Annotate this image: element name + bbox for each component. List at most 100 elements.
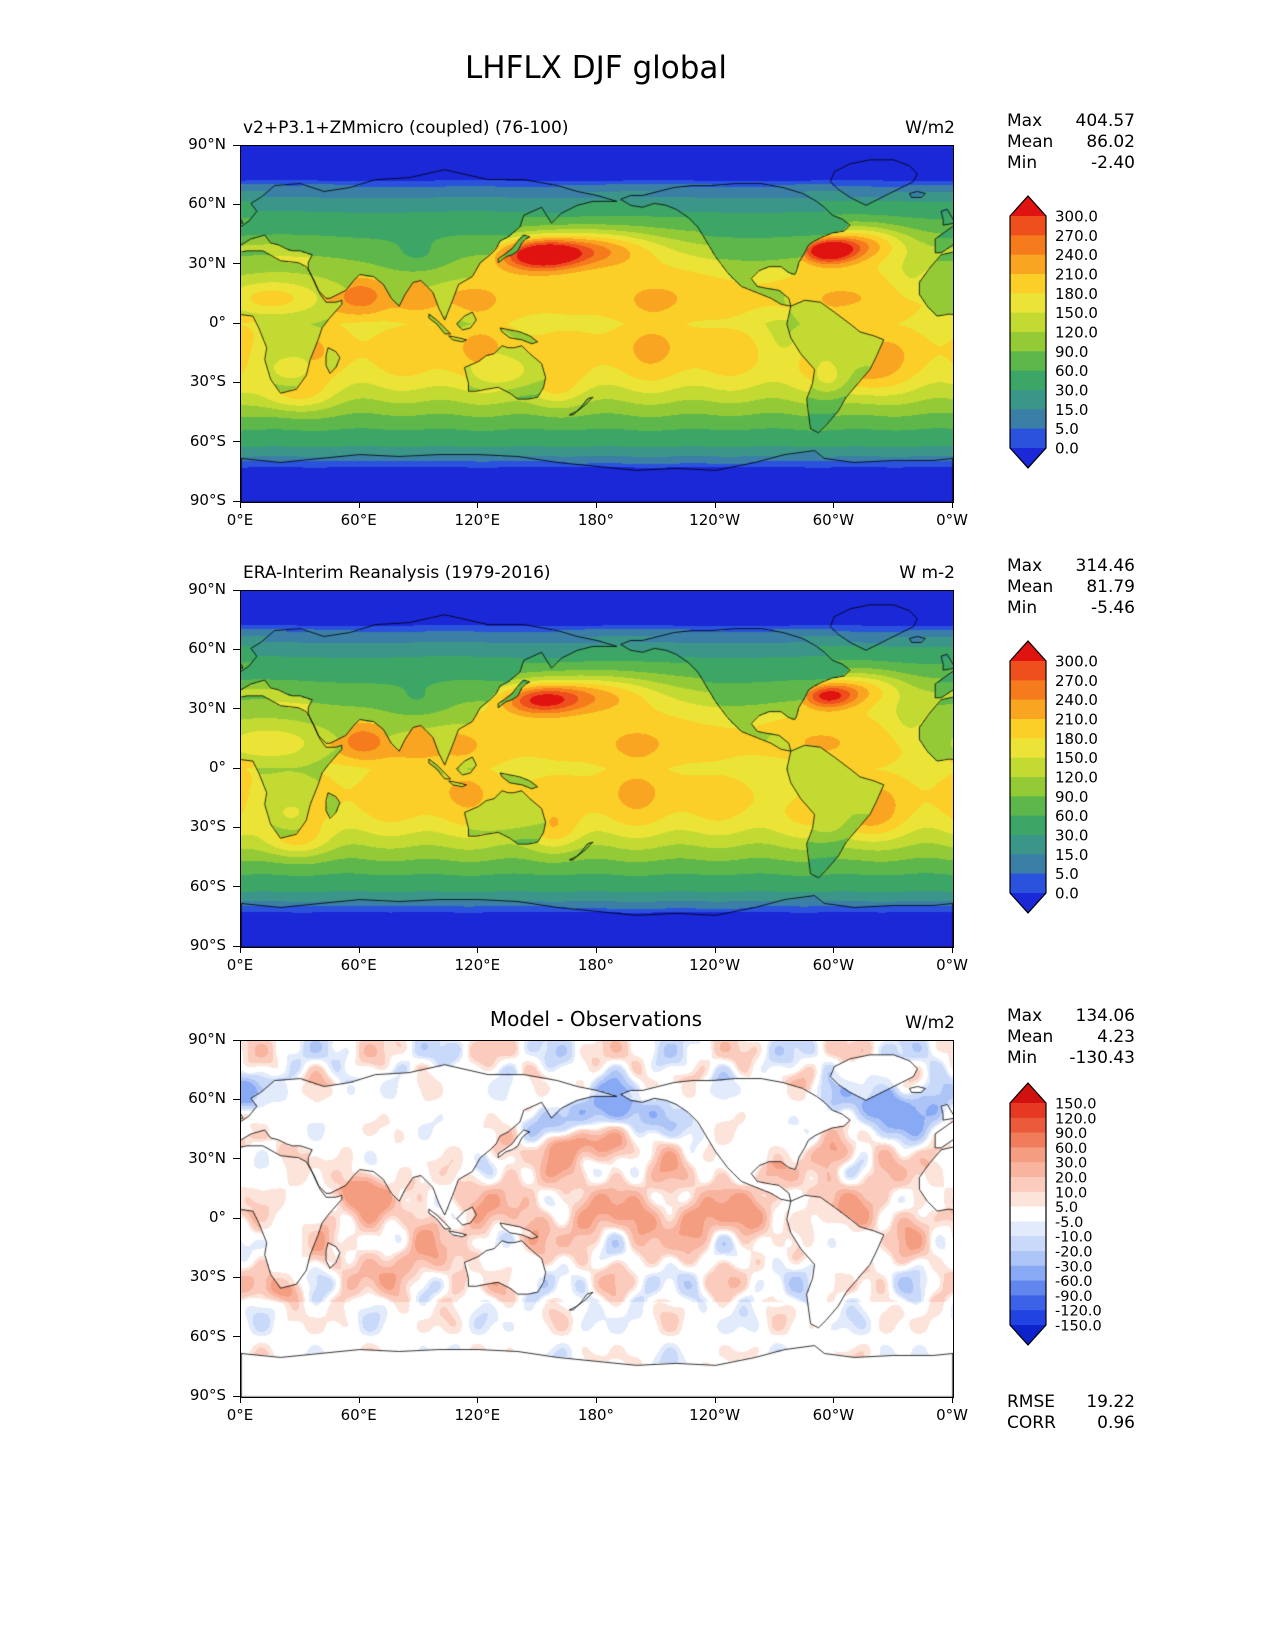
stat-label: Min (1007, 598, 1038, 618)
map-difference-frame (240, 1040, 954, 1398)
panel-reanalysis-y-axis: 90°N 60°N 30°N 0° 30°S 60°S 90°S (0, 580, 240, 954)
panel-difference-y-axis: 90°N 60°N 30°N 0° 30°S 60°S 90°S (0, 1030, 240, 1404)
y-tick-label: 90°N (188, 135, 226, 153)
colorbar-level-label: 150.0 (1055, 1097, 1097, 1113)
panel-model-stats: Max 404.57 Mean 86.02 Min -2.40 (1007, 111, 1135, 174)
y-tick-label: 90°N (188, 580, 226, 598)
y-tick-label: 0° (208, 758, 226, 776)
x-tick-label: 0°W (936, 511, 968, 529)
panel-reanalysis-stats: Max 314.46 Mean 81.79 Min -5.46 (1007, 556, 1135, 619)
colorbar-level-label: 180.0 (1055, 730, 1098, 748)
stat-value: 0.96 (1097, 1413, 1135, 1433)
y-tick-label: 60°N (188, 1089, 226, 1108)
colorbar-level-label: 120.0 (1055, 1111, 1097, 1127)
y-tick-mark (233, 1276, 240, 1278)
x-tick-mark (477, 947, 479, 953)
x-tick-mark (358, 1397, 360, 1403)
y-tick-label: 0° (208, 313, 226, 331)
x-tick-label: 120°E (454, 1406, 501, 1424)
colorbar-level-label: 0.0 (1055, 439, 1079, 457)
x-tick-mark (596, 502, 597, 508)
panel-reanalysis-x-axis: 0°E 60°E 120°E 180° 120°W 60°W 0°W (0, 947, 1000, 983)
colorbar-level-label: 5.0 (1055, 1200, 1078, 1216)
x-tick-label: 180° (577, 956, 615, 974)
stat-label: Max (1007, 1006, 1043, 1026)
stat-value: 314.46 (1075, 556, 1135, 576)
x-tick-mark (358, 502, 360, 508)
stat-label: Max (1007, 556, 1043, 576)
colorbar-level-label: -150.0 (1055, 1319, 1102, 1335)
stat-max: Max 404.57 (1007, 111, 1135, 132)
colorbar-level-label: 90.0 (1055, 1126, 1087, 1142)
panel-difference-x-axis: 0°E 60°E 120°E 180° 120°W 60°W 0°W (0, 1397, 1000, 1433)
colorbar-level-label: -60.0 (1055, 1274, 1093, 1290)
stat-mean: Mean 86.02 (1007, 132, 1135, 153)
y-tick-mark (233, 144, 240, 146)
colorbar-level-label: 0.0 (1055, 884, 1079, 902)
colorbar-level-label: 270.0 (1055, 672, 1098, 690)
colorbar-level-label: 120.0 (1055, 768, 1098, 786)
map-reanalysis-canvas (241, 591, 953, 947)
stat-label: Mean (1007, 577, 1054, 597)
x-tick-label: 60°E (340, 1406, 377, 1424)
x-tick-mark (240, 1397, 241, 1403)
colorbar-level-label: 60.0 (1055, 362, 1088, 380)
colorbar-level-label: 90.0 (1055, 343, 1088, 361)
stat-label: Max (1007, 111, 1043, 131)
stat-label: Mean (1007, 132, 1054, 152)
y-tick-mark (233, 263, 240, 265)
colorbar-level-label: 30.0 (1055, 381, 1088, 399)
y-tick-mark (233, 1098, 240, 1100)
panel-model-subtitle: v2+P3.1+ZMmicro (coupled) (76-100) (243, 118, 569, 138)
colorbar-level-label: 60.0 (1055, 1141, 1087, 1157)
stat-value: 81.79 (1086, 577, 1135, 597)
y-tick-mark (233, 1217, 240, 1219)
y-tick-label: 30°N (188, 698, 226, 717)
x-tick-label: 120°E (454, 511, 501, 529)
y-tick-label: 90°S (189, 936, 226, 954)
stat-mean: Mean 81.79 (1007, 577, 1135, 598)
x-tick-mark (714, 1397, 716, 1403)
y-tick-label: 90°S (189, 1386, 226, 1404)
y-tick-label: 60°N (188, 639, 226, 658)
y-tick-mark (233, 648, 240, 650)
stat-mean: Mean 4.23 (1007, 1027, 1135, 1048)
x-tick-label: 0°E (226, 1406, 254, 1424)
y-tick-label: 30°N (188, 253, 226, 272)
stat-label: Min (1007, 153, 1038, 173)
y-tick-label: 60°S (189, 876, 226, 895)
x-tick-mark (833, 502, 835, 508)
map-model-frame (240, 145, 954, 503)
colorbar-level-label: 210.0 (1055, 265, 1098, 283)
colorbar-level-label: -10.0 (1055, 1230, 1093, 1246)
colorbar-level-label: 150.0 (1055, 304, 1098, 322)
stat-rmse: RMSE 19.22 (1007, 1392, 1135, 1413)
y-tick-mark (233, 1395, 240, 1397)
colorbar-level-label: 5.0 (1055, 865, 1079, 883)
x-tick-label: 120°W (689, 956, 741, 974)
y-tick-mark (233, 203, 240, 205)
colorbar-level-label: 15.0 (1055, 401, 1088, 419)
stat-value: 404.57 (1075, 111, 1135, 131)
y-tick-label: 60°S (189, 1326, 226, 1345)
x-tick-label: 60°W (812, 511, 855, 529)
y-tick-mark (233, 826, 240, 828)
x-tick-mark (833, 1397, 835, 1403)
y-tick-mark (233, 886, 240, 888)
y-tick-mark (233, 441, 240, 443)
colorbar-level-label: 30.0 (1055, 1156, 1087, 1172)
stat-value: 134.06 (1075, 1006, 1135, 1026)
x-tick-label: 60°E (340, 511, 377, 529)
x-tick-label: 180° (577, 511, 615, 529)
x-tick-label: 60°W (812, 1406, 855, 1424)
x-tick-mark (596, 1397, 597, 1403)
colorbar-level-label: 240.0 (1055, 691, 1098, 709)
colorbar-level-label: 10.0 (1055, 1185, 1087, 1201)
colorbar-level-label: -120.0 (1055, 1304, 1102, 1320)
y-tick-mark (233, 589, 240, 591)
colorbar-difference: 150.0120.090.060.030.020.010.05.0-5.0-10… (1009, 1082, 1102, 1346)
colorbar-level-label: 5.0 (1055, 420, 1079, 438)
colorbar-level-label: 60.0 (1055, 807, 1088, 825)
